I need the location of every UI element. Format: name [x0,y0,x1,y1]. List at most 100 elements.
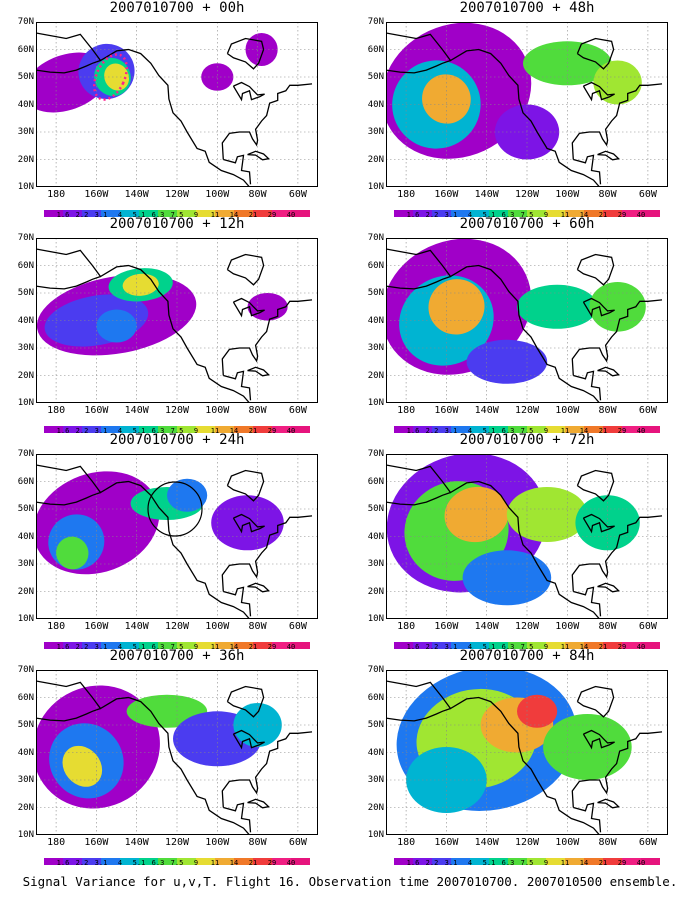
latitude-label: 50N [367,720,384,730]
colorbar-label: 2.2 [75,211,89,219]
colorbar-label: 21 [248,643,258,651]
colorbar-swatch [641,210,661,217]
latitude-label: 50N [17,504,34,514]
panel-title: 2007010700 + 12h [109,216,245,232]
colorbar-swatch [584,858,604,865]
colorbar-label: 6.3 [501,859,515,867]
coastline [386,491,451,506]
colorbar-swatch [413,642,433,649]
colorbar-label: 29 [267,427,277,435]
latitude-label: 30N [367,559,384,569]
observation-region [93,53,128,101]
colorbar-label: 3.1 [444,643,458,651]
colorbar-label: 4 [117,427,123,435]
colorbar-label: 14 [229,859,239,867]
latitude-label: 30N [17,559,34,569]
colorbar-swatch [527,642,547,649]
colorbar-swatch [394,642,414,649]
colorbar-swatch [120,642,140,649]
coastline [386,464,600,619]
colorbar-swatch [291,426,311,433]
coastline [386,248,600,403]
longitude-label: 160W [84,621,109,632]
colorbar-swatch [622,426,642,433]
colorbar-label: 9 [193,211,199,219]
colorbar-label: 5.1 [132,643,146,651]
coastline [232,513,265,534]
map-panel: 2007010700 + 36h 70N 60N 50N 40N 30N 20N 10N 180… [0,648,330,867]
colorbar-label: 21 [248,427,258,435]
colorbar-swatch [196,858,216,865]
coastline [36,680,250,835]
colorbar-label: 2.2 [75,859,89,867]
colorbar-swatch [508,858,528,865]
longitude-label: 180 [47,837,66,848]
longitude-label: 160W [434,189,459,200]
colorbar-swatch [291,858,311,865]
coastline [597,150,620,161]
latitude-label: 20N [367,370,384,381]
coastline [221,83,313,160]
colorbar-swatch [451,642,471,649]
latitude-label: 40N [367,531,384,542]
colorbar-label: 40 [286,643,296,651]
colorbar-label: 21 [598,211,608,219]
latitude-label: 40N [17,531,34,542]
longitude-label: 160W [84,189,109,200]
colorbar-label: 7.5 [520,859,534,867]
colorbar-swatch [565,642,585,649]
colorbar-label: 3.1 [444,427,458,435]
colorbar-swatch [565,858,585,865]
colorbar-swatch [546,858,566,865]
coastline [226,253,265,286]
variance-contour [211,495,284,551]
colorbar-swatch [470,858,490,865]
colorbar-label: 6.3 [501,427,515,435]
colorbar-label: 2.2 [425,427,439,435]
colorbar-swatch [215,426,235,433]
latitude-label: 30N [367,127,384,137]
colorbar-label: 2.2 [75,427,89,435]
longitude-label: 120W [164,837,190,848]
variance-contour [167,478,208,512]
colorbar-swatch [413,426,433,433]
colorbar-label: 2.2 [425,211,439,219]
variance-contour [245,33,278,66]
latitude-label: 20N [367,586,384,597]
colorbar-label: 4 [117,859,123,867]
latitude-label: 40N [367,99,384,110]
colorbar-swatch [584,210,604,217]
latitude-label: 70N [367,17,384,27]
colorbar-swatch [63,426,83,433]
longitude-label: 80W [598,837,617,848]
colorbar [394,850,661,865]
latitude-label: 30N [17,127,34,137]
colorbar-swatch [622,210,642,217]
colorbar-label: 11 [560,427,570,435]
map-frame [386,22,668,187]
colorbar-swatch [215,210,235,217]
verification-region [147,481,203,537]
colorbar-swatch [63,210,83,217]
colorbar-label: 14 [229,643,239,651]
colorbar-label: 1.6 [406,211,420,219]
latitude-label: 60N [17,44,34,55]
colorbar-label: 9 [543,859,549,867]
longitude-label: 80W [248,837,267,848]
coastline [247,582,270,593]
colorbar-swatch [63,858,83,865]
variance-contour [233,703,282,747]
colorbar-swatch [139,642,159,649]
latitude-label: 70N [17,17,34,27]
colorbar-label: 4 [467,643,473,651]
colorbar-swatch [451,426,471,433]
longitude-label: 60W [638,189,657,200]
colorbar-label: 1.6 [406,427,420,435]
coastline [576,37,615,70]
colorbar-swatch [253,426,273,433]
colorbar-swatch [158,426,178,433]
colorbar-label: 5.1 [482,211,496,219]
colorbar-label: 40 [636,859,646,867]
colorbar-swatch [546,426,566,433]
colorbar-swatch [158,210,178,217]
